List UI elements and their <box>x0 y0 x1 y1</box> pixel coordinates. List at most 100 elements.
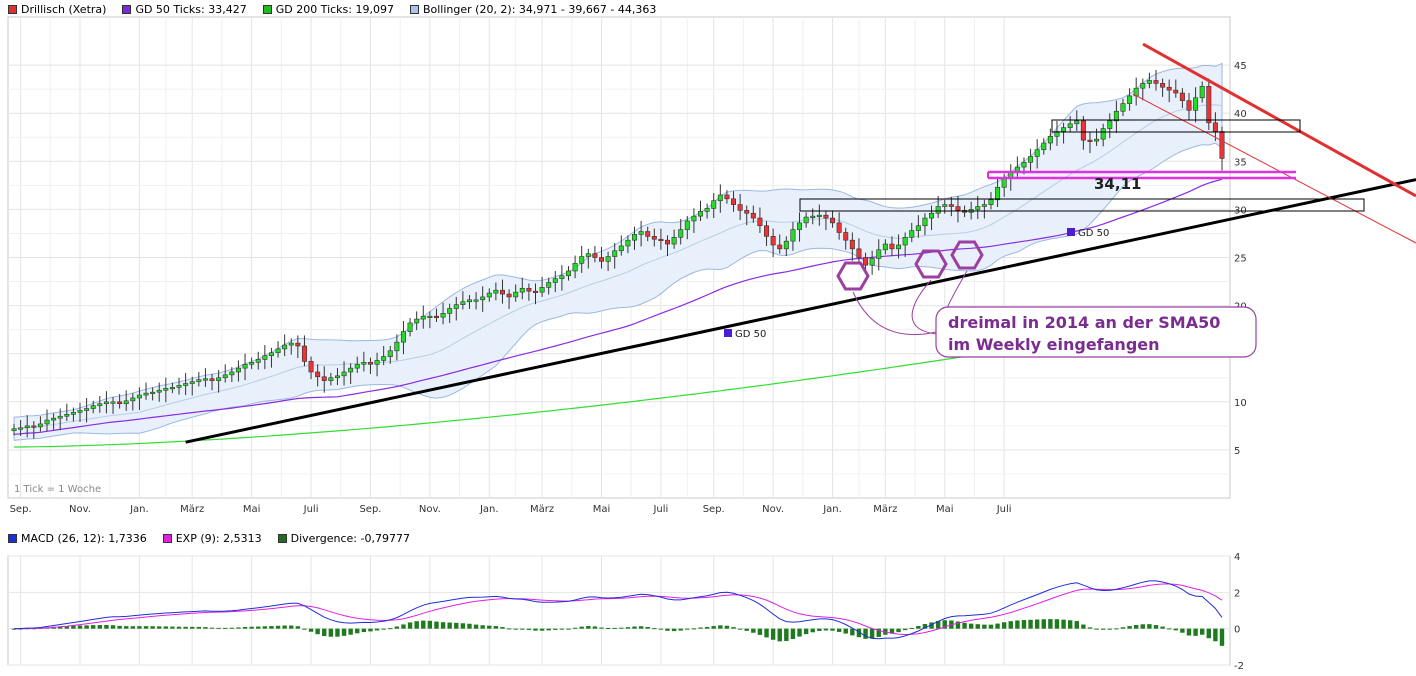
candle <box>651 236 657 240</box>
divergence-bar <box>1015 620 1020 629</box>
candle <box>486 292 492 298</box>
candle <box>275 348 281 354</box>
divergence-bar <box>506 628 512 630</box>
legend-macd: MACD (26, 12): 1,7336 <box>8 532 147 545</box>
candle <box>1166 86 1172 91</box>
candle <box>466 299 472 303</box>
candle <box>90 405 96 409</box>
divergence-bar <box>836 628 842 632</box>
candle <box>816 214 822 217</box>
candle <box>473 299 479 302</box>
divergence-bar <box>427 620 433 629</box>
divergence-bar <box>434 621 439 629</box>
divergence-bar <box>685 628 690 630</box>
divergence-bar <box>559 628 565 630</box>
divergence-bar <box>322 628 327 637</box>
divergence-bar <box>1054 619 1060 629</box>
candle <box>77 410 83 413</box>
candle <box>453 304 459 309</box>
legend-swatch-divergence <box>277 533 287 543</box>
candle <box>103 401 109 405</box>
divergence-bar <box>183 626 188 629</box>
candle <box>691 215 697 222</box>
divergence-bar <box>381 628 386 630</box>
divergence-bar <box>619 627 624 629</box>
candle <box>1074 120 1080 125</box>
touch-marker-2 <box>914 249 948 279</box>
divergence-bar <box>751 628 756 633</box>
candle <box>387 350 393 357</box>
divergence-bar <box>1048 619 1053 629</box>
candle <box>433 315 439 318</box>
gd50-marker-label-2: GD 50 <box>1078 228 1109 239</box>
divergence-bar <box>935 620 941 629</box>
divergence-bar <box>599 627 604 629</box>
legend-exp: EXP (9): 2,5313 <box>162 532 262 545</box>
candle <box>665 239 671 245</box>
divergence-bar <box>335 628 340 637</box>
divergence-bar <box>401 624 406 629</box>
candle <box>499 289 505 295</box>
candle <box>308 361 314 373</box>
divergence-bar <box>1087 627 1093 629</box>
divergence-bar <box>348 628 353 635</box>
divergence-bar <box>229 627 235 629</box>
candle <box>1034 149 1040 157</box>
divergence-bar <box>539 628 545 631</box>
resistance-box <box>1051 119 1301 133</box>
candle <box>698 211 704 217</box>
divergence-bar <box>315 628 320 635</box>
candle <box>942 204 948 207</box>
candle <box>51 417 57 421</box>
exp-line <box>13 583 1223 636</box>
candle <box>1001 178 1007 188</box>
divergence-bar <box>11 628 17 630</box>
candle <box>1094 138 1100 142</box>
divergence-bar <box>467 623 472 629</box>
candle <box>929 212 935 219</box>
divergence-bar <box>632 626 637 629</box>
candle <box>341 371 347 377</box>
legend-label-divergence: Divergence: -0,79777 <box>290 531 410 545</box>
x-tick-label: Jan. <box>129 504 149 515</box>
x-tick-label: Jan. <box>822 504 842 515</box>
divergence-bar <box>414 621 419 629</box>
candle <box>183 383 189 386</box>
candle <box>440 312 446 318</box>
candle <box>1173 89 1179 94</box>
candle <box>163 388 169 391</box>
candle <box>856 248 862 258</box>
candle <box>605 256 611 262</box>
divergence-bar <box>1067 620 1073 629</box>
divergence-bar <box>830 628 835 631</box>
candle <box>1199 85 1205 99</box>
divergence-bar <box>361 628 367 633</box>
divergence-bar <box>863 628 868 639</box>
divergence-bar <box>652 628 657 630</box>
candle <box>420 315 426 320</box>
candle <box>222 374 228 379</box>
candle <box>1120 103 1126 112</box>
candle <box>764 225 770 237</box>
divergence-bar <box>777 628 782 642</box>
divergence-bar <box>513 628 518 630</box>
candle <box>684 220 690 230</box>
candle <box>295 342 301 347</box>
divergence-bar <box>1120 627 1126 629</box>
divergence-bar <box>982 624 987 629</box>
divergence-bar <box>916 626 921 629</box>
candle <box>1186 100 1192 111</box>
divergence-bar <box>1140 624 1145 629</box>
candle <box>585 253 591 257</box>
divergence-bar <box>757 628 763 635</box>
divergence-bar <box>744 628 749 631</box>
candle <box>948 204 954 207</box>
candle <box>882 243 888 251</box>
candle <box>559 275 565 279</box>
divergence-bar <box>493 626 499 629</box>
note-pointer-2 <box>911 279 937 335</box>
divergence-bar <box>308 628 314 632</box>
candle <box>315 371 321 378</box>
candle <box>975 206 981 210</box>
divergence-bar <box>645 626 650 629</box>
